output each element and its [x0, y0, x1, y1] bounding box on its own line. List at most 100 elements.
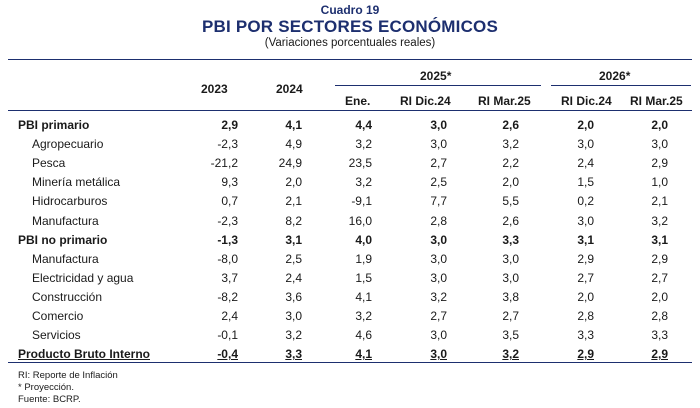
row-label: Comercio: [32, 309, 84, 323]
row-label: Hidrocarburos: [32, 194, 108, 209]
row-value: 3,1: [577, 232, 594, 247]
row-value: 3,0: [502, 270, 519, 285]
row-value: 3,2: [430, 289, 447, 304]
row-value: -8,0: [217, 251, 238, 266]
row-value: 16,0: [348, 213, 372, 228]
row-value: 2,9: [651, 156, 668, 171]
row-value: 2,7: [502, 309, 519, 323]
rule-2025-group: [335, 85, 541, 86]
table-row: Construcción -8,2 3,6 4,1 3,2 3,8 2,0 2,0: [0, 288, 700, 307]
footnote-ri: RI: Reporte de Inflación: [18, 370, 118, 381]
table-row: PBI primario 2,9 4,1 4,4 3,0 2,6 2,0 2,0: [0, 116, 700, 135]
bottom-rule: [8, 362, 692, 363]
row-label: Agropecuario: [32, 137, 104, 152]
row-value: 3,2: [355, 309, 372, 323]
col-ri-dic24-2025: RI Dic.24: [400, 94, 451, 108]
row-value: 3,0: [577, 213, 594, 228]
row-value: 2,0: [285, 175, 302, 190]
table-row: Electricidad y agua 3,7 2,4 1,5 3,0 3,0 2,7 2,7: [0, 269, 700, 288]
row-value: 1,5: [355, 270, 372, 285]
row-value: 3,3: [577, 328, 594, 343]
row-value: 2,9: [651, 347, 668, 362]
row-value: 3,2: [502, 347, 519, 362]
row-value: 24,9: [278, 156, 302, 171]
row-value: 3,0: [430, 118, 447, 132]
table-row: Agropecuario -2,3 4,9 3,2 3,0 3,2 3,0 3,0: [0, 135, 700, 154]
row-value: 3,0: [430, 328, 447, 343]
col-2026: 2026*: [599, 69, 631, 83]
table-title: PBI POR SECTORES ECONÓMICOS: [201, 17, 499, 36]
row-value: 2,9: [577, 251, 594, 266]
col-ri-mar25-2026: RI Mar.25: [630, 94, 683, 108]
row-value: 1,9: [355, 251, 372, 266]
row-label: PBI no primario: [18, 232, 108, 247]
row-value: 4,1: [355, 289, 372, 304]
row-value: 3,2: [355, 175, 372, 190]
row-value: 2,9: [221, 118, 238, 132]
row-value: 2,7: [430, 156, 447, 171]
row-value: 2,7: [430, 309, 447, 323]
row-value: 3,1: [651, 232, 668, 247]
row-value: 4,4: [355, 118, 372, 132]
table-row: Manufactura -8,0 2,5 1,9 3,0 3,0 2,9 2,9: [0, 250, 700, 269]
row-value: 4,1: [285, 118, 302, 132]
table-row: Minería metálica 9,3 2,0 3,2 2,5 2,0 1,5 1,0: [0, 173, 700, 192]
table-subtitle: (Variaciones porcentuales reales): [264, 37, 436, 49]
row-value: 0,2: [577, 194, 594, 209]
row-label: Minería metálica: [32, 175, 121, 190]
row-value: 3,6: [285, 289, 302, 304]
table-row: Hidrocarburos 0,7 2,1 -9,1 7,7 5,5 0,2 2,1: [0, 192, 700, 211]
row-value: 9,3: [221, 175, 238, 190]
table-row: Pesca -21,2 24,9 23,5 2,7 2,2 2,4 2,9: [0, 154, 700, 173]
row-value: 7,7: [430, 194, 447, 209]
row-value: 3,1: [285, 232, 302, 247]
row-value: 23,5: [348, 156, 372, 171]
row-value: 8,2: [285, 213, 302, 228]
row-value: 2,8: [577, 309, 594, 323]
row-label: Pesca: [32, 156, 66, 171]
row-value: 3,0: [651, 137, 668, 152]
row-value: 3,8: [502, 289, 519, 304]
table-row: Servicios -0,1 3,2 4,6 3,0 3,5 3,3 3,3: [0, 326, 700, 345]
row-value: 5,5: [502, 194, 519, 209]
row-value: 4,6: [355, 328, 372, 343]
row-label: PBI primario: [18, 118, 90, 132]
row-value: 2,0: [502, 175, 519, 190]
row-value: 3,2: [502, 137, 519, 152]
row-value: 3,2: [355, 137, 372, 152]
top-rule: [8, 59, 692, 60]
table-row: Manufactura -2,3 8,2 16,0 2,8 2,6 3,0 3,2: [0, 212, 700, 231]
row-value: 3,0: [430, 347, 447, 362]
row-value: 4,9: [285, 137, 302, 152]
table-row: Comercio 2,4 3,0 3,2 2,7 2,7 2,8 2,8: [0, 307, 700, 326]
row-value: 3,0: [430, 232, 447, 247]
row-value: 3,2: [285, 328, 302, 343]
row-value: 4,1: [355, 347, 372, 362]
row-value: 3,3: [651, 328, 668, 343]
row-value: -21,2: [210, 156, 238, 171]
footnote-fuente: Fuente: BCRP.: [18, 394, 81, 405]
rule-2026-group: [551, 85, 691, 86]
row-value: 3,3: [502, 232, 519, 247]
col-2023: 2023: [201, 82, 228, 96]
row-value: 3,5: [502, 328, 519, 343]
row-value: -2,3: [217, 213, 238, 228]
row-value: 2,1: [285, 194, 302, 209]
row-value: 3,0: [577, 137, 594, 152]
row-value: 2,0: [651, 118, 668, 132]
col-2025: 2025*: [420, 69, 452, 83]
col-2024: 2024: [276, 82, 303, 96]
row-value: -9,1: [351, 194, 372, 209]
row-value: 2,0: [577, 289, 594, 304]
row-value: -2,3: [217, 137, 238, 152]
row-value: 2,9: [651, 251, 668, 266]
row-value: -8,2: [217, 289, 238, 304]
row-value: 2,4: [221, 309, 238, 323]
row-label: Manufactura: [32, 251, 99, 266]
table-row: Producto Bruto Interno -0,4 3,3 4,1 3,0 3,2 2,…: [0, 345, 700, 364]
footnote-proyeccion: * Proyección.: [18, 382, 74, 393]
row-value: 1,5: [577, 175, 594, 190]
row-label: Electricidad y agua: [32, 270, 134, 285]
row-value: 2,4: [577, 156, 594, 171]
row-value: 2,0: [577, 118, 594, 132]
